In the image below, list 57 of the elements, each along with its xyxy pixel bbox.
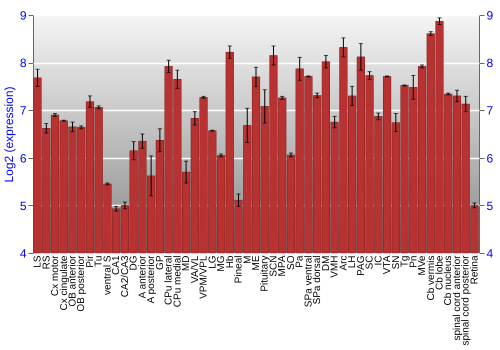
x-tick-label: MPA xyxy=(277,255,288,276)
x-tick-label: VTA xyxy=(382,255,394,274)
x-tick-label: SC xyxy=(364,256,376,270)
x-tick-label: SPa ventral xyxy=(303,256,314,308)
x-tick-label: Pir xyxy=(84,254,96,268)
x-tick-label: CA2/CA3 xyxy=(120,255,131,298)
x-tick-label: OB posterior xyxy=(76,254,88,312)
x-tick-label: Retina xyxy=(469,255,480,284)
x-tick-label: LS xyxy=(32,255,44,268)
x-tick-label: Pituitary xyxy=(260,256,271,292)
x-tick-label: A anterior xyxy=(137,254,148,298)
x-tick-label: RS xyxy=(41,255,52,270)
x-tick-label: Tu xyxy=(94,256,105,267)
x-tick-label: Arc xyxy=(338,256,350,270)
y2-tick-label: 9 xyxy=(486,8,494,22)
x-tick-label: CPu medial xyxy=(172,256,184,308)
x-tick-label: SN xyxy=(390,256,402,270)
x-tick-label: spinal cord posterior xyxy=(460,254,472,346)
x-tick-label: Hb xyxy=(224,255,236,268)
y2-tick-label: 8 xyxy=(486,56,494,70)
x-tick-label: Pa xyxy=(294,255,306,268)
y-tick-label: 4 xyxy=(20,246,27,260)
x-tick-label: LG xyxy=(207,255,218,269)
y2-tick-label: 6 xyxy=(486,151,494,166)
x-tick-label: OB anterior xyxy=(67,254,78,307)
x-tick-label: Cx cingulate xyxy=(58,255,70,311)
x-tick-label: Cb nucleus xyxy=(443,256,454,306)
y-tick-label: 7 xyxy=(20,104,27,118)
x-tick-label: IC xyxy=(373,256,384,266)
x-tick-label: GP xyxy=(154,255,166,270)
x-tick-label: M xyxy=(242,256,254,264)
y-tick-label: 9 xyxy=(20,8,27,22)
x-tick-label: Pn xyxy=(408,256,420,268)
x-tick-label: SCN xyxy=(268,256,280,277)
y2-tick-label: 7 xyxy=(486,104,494,118)
x-tick-label: VPM/VPL xyxy=(198,255,210,299)
x-tick-label: SPa dorsal xyxy=(312,256,324,304)
x-tick-label: SO xyxy=(286,255,297,270)
y-tick-label: 5 xyxy=(20,198,27,213)
y2-tick-label: 5 xyxy=(486,198,494,213)
x-tick-label: VMH xyxy=(330,256,341,278)
y-axis-title: Log2 (expression) xyxy=(2,86,16,183)
x-tick-label: ventral S xyxy=(102,255,114,295)
x-tick-label: ME xyxy=(251,255,262,270)
x-tick-label: MVe xyxy=(417,255,428,276)
x-tick-label: spinal cord anterior xyxy=(452,254,463,341)
x-tick-label: DG xyxy=(128,255,140,270)
y-tick-label: 8 xyxy=(20,56,27,70)
x-tick-label: LH xyxy=(347,256,358,268)
x-tick-label: PAG xyxy=(356,255,367,276)
x-tick-label: Tg xyxy=(400,256,411,268)
y-tick-label: 6 xyxy=(20,151,27,166)
x-tick-label: Pineal xyxy=(234,256,245,284)
x-tick-label: CA1 xyxy=(111,255,122,275)
x-tick-label: DM xyxy=(320,256,332,272)
x-tick-label: A posterior xyxy=(146,254,158,304)
y2-tick-label: 4 xyxy=(486,246,494,260)
